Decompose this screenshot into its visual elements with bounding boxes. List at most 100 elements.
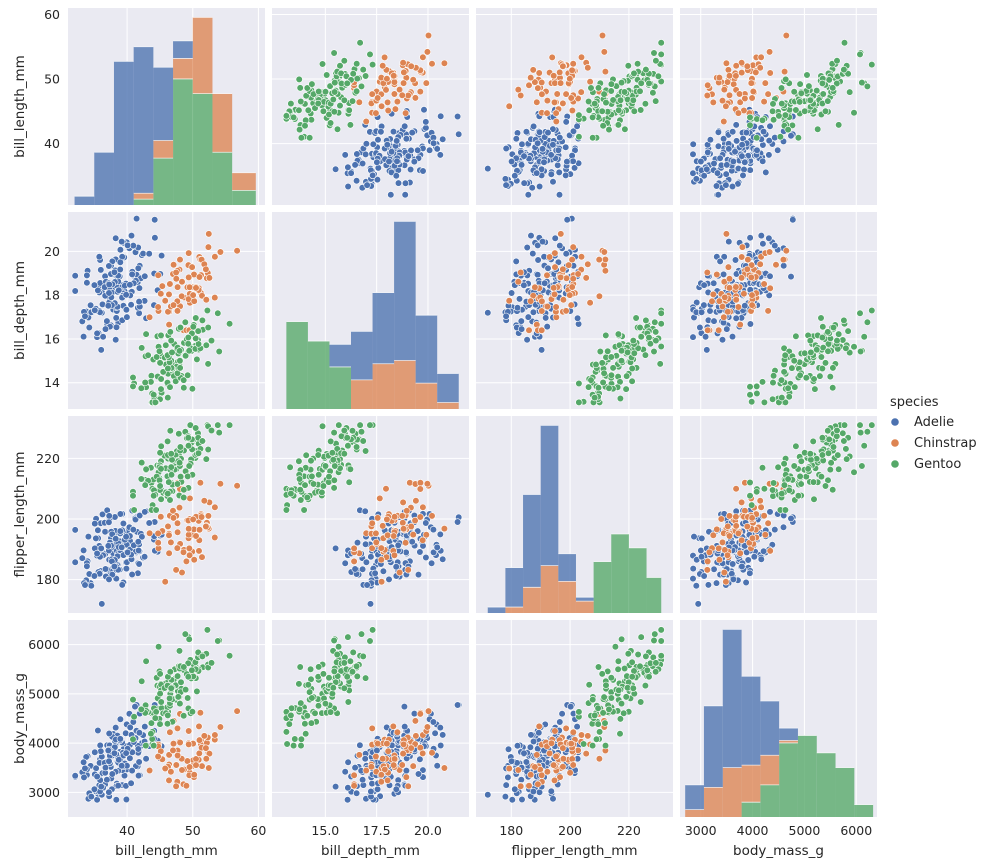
point-gentoo <box>147 372 155 380</box>
point-gentoo <box>834 451 842 459</box>
point-adelie <box>569 157 577 165</box>
point-gentoo <box>129 695 137 704</box>
point-gentoo <box>829 323 838 332</box>
point-adelie <box>507 757 516 765</box>
point-gentoo <box>184 694 192 702</box>
legend-marker-gentoo <box>891 460 899 468</box>
point-adelie <box>140 553 149 561</box>
point-gentoo <box>349 648 357 657</box>
point-gentoo <box>595 728 604 736</box>
point-chinstrap <box>529 66 537 74</box>
point-gentoo <box>758 116 767 124</box>
point-chinstrap <box>556 68 564 77</box>
point-gentoo <box>297 97 305 106</box>
point-gentoo <box>323 71 331 79</box>
point-adelie <box>746 569 754 577</box>
point-gentoo <box>334 643 343 651</box>
point-gentoo <box>592 735 601 743</box>
point-adelie <box>541 279 549 287</box>
point-chinstrap <box>202 296 210 304</box>
point-gentoo <box>185 635 193 643</box>
point-gentoo <box>792 332 800 340</box>
point-gentoo <box>165 478 173 486</box>
y-axis-label: bill_length_mm <box>12 55 28 158</box>
point-adelie <box>570 164 579 172</box>
point-chinstrap <box>423 480 431 488</box>
point-chinstrap <box>709 531 717 539</box>
point-gentoo <box>768 486 777 494</box>
point-adelie <box>387 191 395 199</box>
point-gentoo <box>575 398 583 406</box>
point-adelie <box>741 302 749 310</box>
point-chinstrap <box>559 755 567 763</box>
point-adelie <box>410 158 418 166</box>
point-adelie <box>529 122 538 130</box>
point-gentoo <box>330 429 338 437</box>
point-gentoo <box>315 663 323 671</box>
point-gentoo <box>306 134 314 142</box>
point-adelie <box>112 234 120 242</box>
hist-bar-gentoo <box>593 561 612 613</box>
point-gentoo <box>343 434 351 442</box>
point-adelie <box>134 745 142 753</box>
point-gentoo <box>141 481 149 489</box>
point-gentoo <box>167 450 175 458</box>
point-chinstrap <box>377 556 385 564</box>
point-adelie <box>563 216 571 224</box>
point-chinstrap <box>383 531 392 539</box>
point-gentoo <box>776 133 784 141</box>
point-adelie <box>716 154 724 162</box>
point-gentoo <box>807 348 815 356</box>
point-chinstrap <box>550 72 558 80</box>
point-gentoo <box>788 364 796 372</box>
hist-outline-chinstrap <box>505 565 594 608</box>
point-adelie <box>704 581 713 589</box>
point-gentoo <box>162 341 170 349</box>
point-adelie <box>746 320 754 328</box>
point-chinstrap <box>600 48 608 56</box>
point-chinstrap <box>569 275 577 283</box>
point-adelie <box>400 702 408 711</box>
point-gentoo <box>797 480 805 488</box>
point-gentoo <box>868 306 876 315</box>
point-chinstrap <box>550 284 558 292</box>
point-chinstrap <box>761 79 769 87</box>
point-gentoo <box>615 686 623 694</box>
point-adelie <box>105 518 113 526</box>
hist-bar-adelie <box>415 315 438 384</box>
point-gentoo <box>340 57 348 65</box>
point-adelie <box>558 710 566 718</box>
point-adelie <box>759 240 767 248</box>
point-adelie <box>90 572 99 580</box>
point-adelie <box>484 791 492 799</box>
point-adelie <box>562 250 570 258</box>
point-chinstrap <box>372 752 380 761</box>
point-adelie <box>422 553 430 562</box>
point-gentoo <box>617 699 626 708</box>
point-adelie <box>134 569 142 577</box>
point-gentoo <box>366 50 374 59</box>
point-adelie <box>710 317 718 325</box>
hist-bar-adelie <box>760 700 780 756</box>
point-adelie <box>92 534 100 542</box>
point-chinstrap <box>211 731 219 739</box>
point-adelie <box>101 565 110 573</box>
point-gentoo <box>753 382 761 390</box>
point-gentoo <box>818 333 826 342</box>
point-chinstrap <box>535 722 543 730</box>
point-chinstrap <box>186 494 194 502</box>
point-adelie <box>697 157 705 166</box>
point-gentoo <box>589 695 597 704</box>
point-chinstrap <box>556 273 565 282</box>
point-adelie <box>706 136 715 144</box>
point-gentoo <box>780 368 788 376</box>
point-adelie <box>392 785 400 793</box>
point-gentoo <box>824 347 832 355</box>
point-chinstrap <box>154 271 162 279</box>
point-adelie <box>118 581 126 589</box>
panel-flipper_length_mm-vs-flipper_length_mm <box>476 416 673 613</box>
point-adelie <box>97 266 105 274</box>
point-chinstrap <box>552 109 560 117</box>
point-chinstrap <box>190 771 198 779</box>
point-chinstrap <box>407 62 415 70</box>
